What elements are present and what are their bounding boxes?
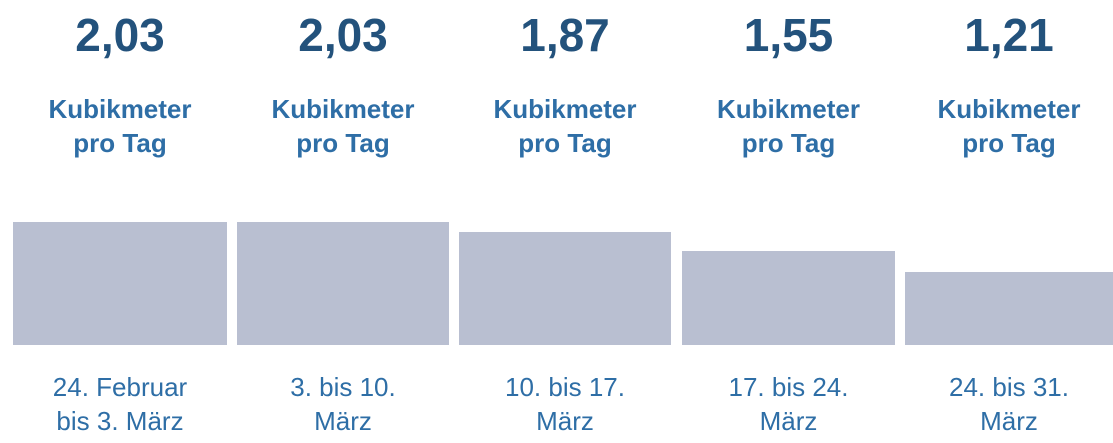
bar — [459, 231, 671, 345]
column: 1,87 Kubikmeter pro Tag 10. bis 17. März — [459, 0, 671, 443]
category-label: 24. bis 31. März — [949, 372, 1069, 436]
column: 2,03 Kubikmeter pro Tag 24. Februar bis 3.… — [13, 0, 227, 443]
category-label: 17. bis 24. März — [728, 372, 849, 436]
bar — [237, 222, 449, 345]
value-label: 1,21 — [964, 9, 1054, 61]
bar — [13, 222, 227, 345]
category-label: 24. Februar bis 3. März — [52, 372, 188, 436]
unit-label: Kubikmeter pro Tag — [271, 94, 415, 158]
column: 1,21 Kubikmeter pro Tag 24. bis 31. März — [905, 0, 1113, 443]
value-label: 1,87 — [520, 9, 610, 61]
unit-label: Kubikmeter pro Tag — [48, 94, 192, 158]
category-label: 10. bis 17. März — [505, 372, 625, 436]
column: 1,55 Kubikmeter pro Tag 17. bis 24. März — [682, 0, 895, 443]
value-label: 2,03 — [75, 9, 165, 61]
unit-label: Kubikmeter pro Tag — [716, 94, 861, 158]
value-label: 1,55 — [743, 9, 834, 61]
unit-label: Kubikmeter pro Tag — [493, 94, 637, 158]
bar — [905, 271, 1113, 345]
value-label: 2,03 — [298, 9, 388, 61]
unit-label: Kubikmeter pro Tag — [937, 94, 1081, 158]
column: 2,03 Kubikmeter pro Tag 3. bis 10. März — [237, 0, 449, 443]
category-label: 3. bis 10. März — [290, 372, 396, 436]
bar — [682, 251, 895, 345]
